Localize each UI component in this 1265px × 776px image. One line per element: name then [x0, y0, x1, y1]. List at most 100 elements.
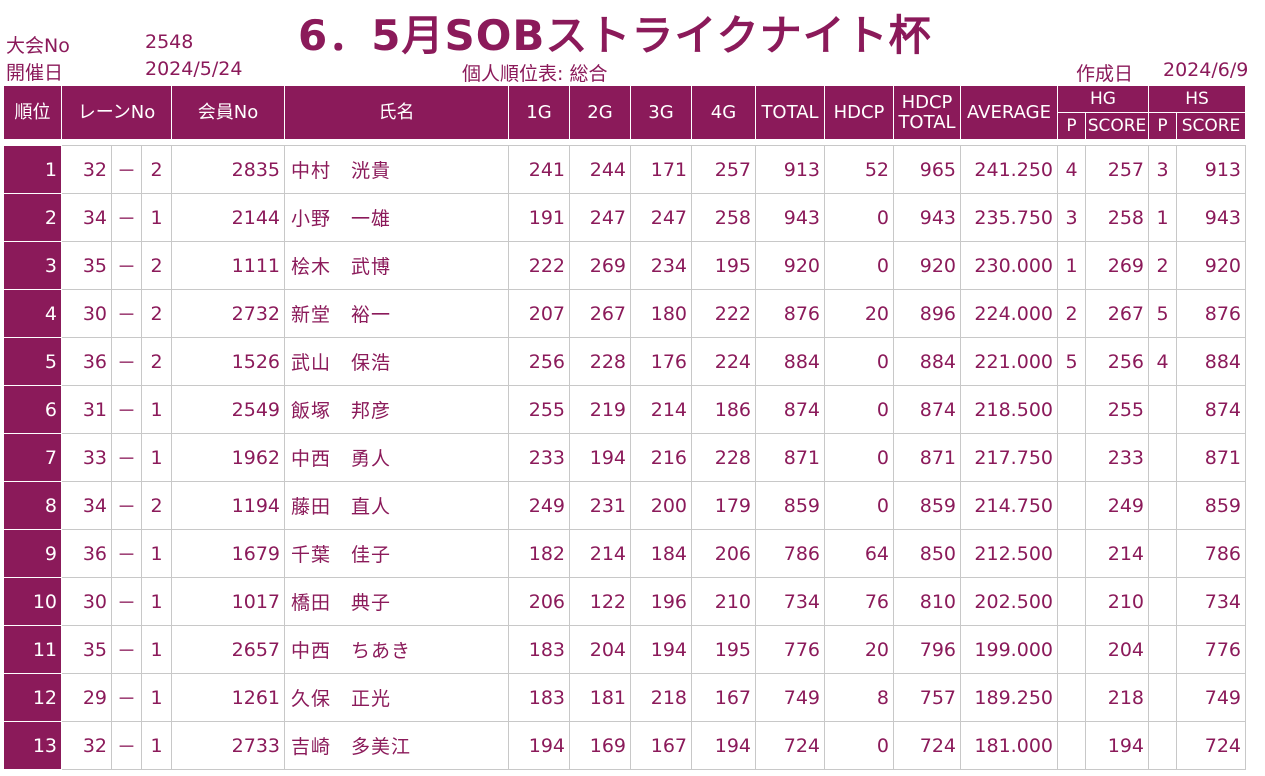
game2-cell: 231: [569, 481, 631, 530]
lane-sub-cell: 2: [141, 145, 172, 194]
hg-score-cell: 210: [1085, 577, 1149, 626]
game4-cell: 210: [691, 577, 756, 626]
hs-score-cell: 724: [1176, 721, 1246, 770]
col-member: 会員No: [171, 85, 285, 140]
lane-dash-cell: －: [111, 241, 142, 290]
player-name-cell: 吉崎 多美江: [284, 721, 509, 770]
lane-sub-cell: 1: [141, 577, 172, 626]
game1-cell: 183: [508, 673, 570, 722]
lane-cell: 32: [61, 721, 112, 770]
created-date: 2024/6/9: [1163, 59, 1249, 81]
col-g1: 1G: [508, 85, 570, 140]
game4-cell: 179: [691, 481, 756, 530]
game2-cell: 214: [569, 529, 631, 578]
hg-score-cell: 249: [1085, 481, 1149, 530]
hs-place-cell: [1148, 625, 1177, 674]
game1-cell: 191: [508, 193, 570, 242]
table-row: 5 36 － 2 1526 武山 保浩 256 228 176 224 884 0 884 221.000…: [3, 337, 1246, 386]
col-hdcp: HDCP: [824, 85, 894, 140]
hdcp-cell: 0: [824, 385, 894, 434]
hg-score-cell: 257: [1085, 145, 1149, 194]
average-cell: 241.250: [960, 145, 1058, 194]
hs-place-cell: [1148, 481, 1177, 530]
member-no-cell: 2733: [171, 721, 285, 770]
col-hs-score: SCORE: [1176, 112, 1246, 140]
hdcp-cell: 0: [824, 193, 894, 242]
game1-cell: 182: [508, 529, 570, 578]
date-label: 開催日: [6, 62, 64, 84]
lane-cell: 35: [61, 625, 112, 674]
col-lane: レーンNo: [61, 85, 172, 140]
game2-cell: 269: [569, 241, 631, 290]
game1-cell: 241: [508, 145, 570, 194]
rank-cell: 13: [3, 721, 62, 770]
game1-cell: 222: [508, 241, 570, 290]
hg-place-cell: 5: [1057, 337, 1086, 386]
game1-cell: 194: [508, 721, 570, 770]
game1-cell: 206: [508, 577, 570, 626]
player-name-cell: 武山 保浩: [284, 337, 509, 386]
game3-cell: 214: [630, 385, 692, 434]
hdcp-cell: 0: [824, 241, 894, 290]
table-row: 12 29 － 1 1261 久保 正光 183 181 218 167 749 8 757 189.25…: [3, 673, 1246, 722]
col-hdcp-total-line2: TOTAL: [898, 111, 956, 133]
player-name-cell: 新堂 裕一: [284, 289, 509, 338]
hdcp-cell: 0: [824, 433, 894, 482]
subheader-row: P SCORE P SCORE: [4, 112, 1246, 140]
table-row: 10 30 － 1 1017 橋田 典子 206 122 196 210 734 76 810 202.5…: [3, 577, 1246, 626]
hdcp-cell: 20: [824, 289, 894, 338]
game2-cell: 219: [569, 385, 631, 434]
lane-dash-cell: －: [111, 145, 142, 194]
lane-cell: 36: [61, 529, 112, 578]
col-name: 氏名: [284, 85, 509, 140]
hg-place-cell: [1057, 481, 1086, 530]
player-name-cell: 千葉 佳子: [284, 529, 509, 578]
lane-sub-cell: 1: [141, 385, 172, 434]
lane-dash-cell: －: [111, 289, 142, 338]
rank-cell: 8: [3, 481, 62, 530]
lane-dash-cell: －: [111, 385, 142, 434]
event-date: 2024/5/24: [145, 58, 243, 80]
col-average: AVERAGE: [960, 85, 1058, 140]
rank-cell: 11: [3, 625, 62, 674]
game4-cell: 258: [691, 193, 756, 242]
player-name-cell: 小野 一雄: [284, 193, 509, 242]
total-cell: 884: [755, 337, 825, 386]
player-name-cell: 飯塚 邦彦: [284, 385, 509, 434]
tournament-no: 2548: [145, 31, 194, 53]
lane-dash-cell: －: [111, 721, 142, 770]
hs-place-cell: [1148, 529, 1177, 578]
average-cell: 221.000: [960, 337, 1058, 386]
hs-place-cell: 5: [1148, 289, 1177, 338]
hg-score-cell: 194: [1085, 721, 1149, 770]
lane-cell: 34: [61, 481, 112, 530]
hs-score-cell: 749: [1176, 673, 1246, 722]
lane-dash-cell: －: [111, 337, 142, 386]
game1-cell: 207: [508, 289, 570, 338]
hdcp-total-cell: 724: [893, 721, 961, 770]
table-row: 13 32 － 1 2733 吉崎 多美江 194 169 167 194 724 0 724 181.0…: [3, 721, 1246, 770]
lane-sub-cell: 2: [141, 289, 172, 338]
col-hs-p: P: [1148, 112, 1177, 140]
lane-cell: 32: [61, 145, 112, 194]
hg-place-cell: [1057, 529, 1086, 578]
average-cell: 189.250: [960, 673, 1058, 722]
table-row: 2 34 － 1 2144 小野 一雄 191 247 247 258 943 0 943 235.750…: [3, 193, 1246, 242]
rank-cell: 10: [3, 577, 62, 626]
hs-place-cell: [1148, 721, 1177, 770]
game3-cell: 200: [630, 481, 692, 530]
game4-cell: 195: [691, 625, 756, 674]
total-cell: 943: [755, 193, 825, 242]
table-row: 8 34 － 2 1194 藤田 直人 249 231 200 179 859 0 859 214.750…: [3, 481, 1246, 530]
member-no-cell: 1111: [171, 241, 285, 290]
hdcp-total-cell: 874: [893, 385, 961, 434]
standings-body: 1 32 － 2 2835 中村 洸貴 241 244 171 257 913 52 965 241.25…: [3, 145, 1246, 770]
total-cell: 734: [755, 577, 825, 626]
hg-score-cell: 267: [1085, 289, 1149, 338]
col-g4: 4G: [691, 85, 756, 140]
member-no-cell: 2657: [171, 625, 285, 674]
game4-cell: 257: [691, 145, 756, 194]
lane-sub-cell: 1: [141, 529, 172, 578]
member-no-cell: 2732: [171, 289, 285, 338]
hdcp-cell: 0: [824, 337, 894, 386]
